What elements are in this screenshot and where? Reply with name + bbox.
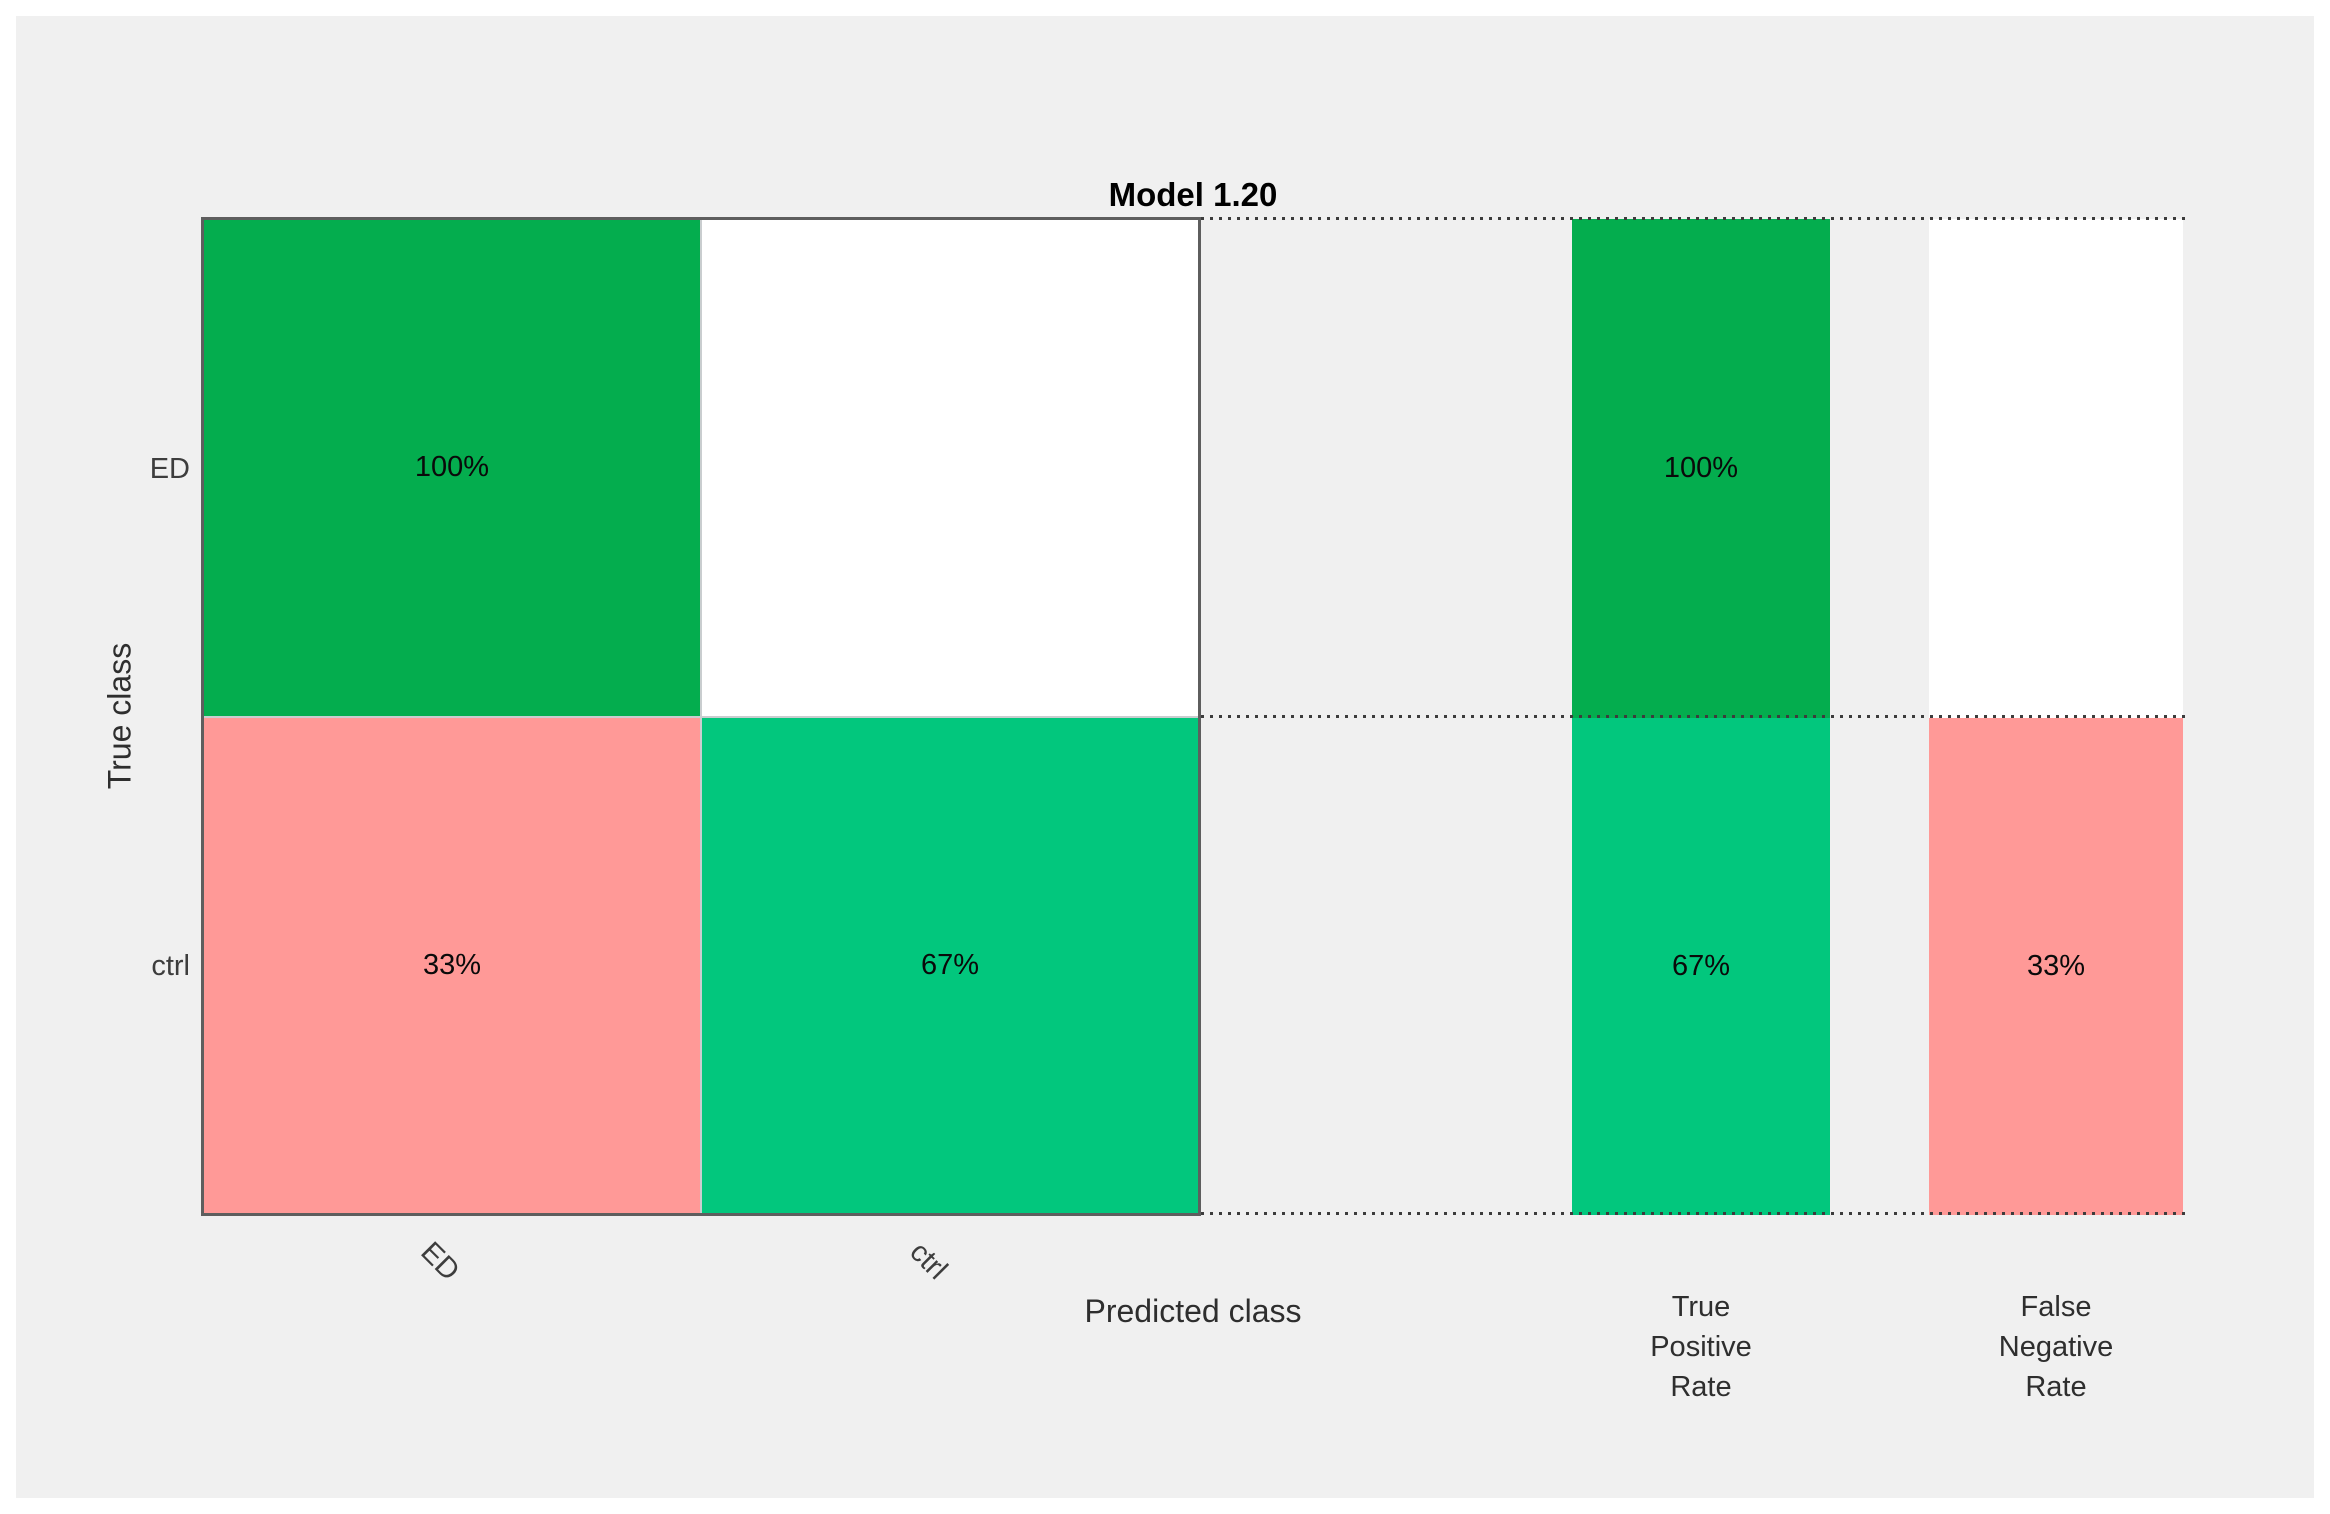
fnr-label-line3: Rate: [2025, 1371, 2087, 1403]
cell-ed-ctrl: [702, 220, 1198, 716]
x-axis-label: Predicted class: [1084, 1293, 1302, 1329]
tpr-column: 100% 67%: [1572, 219, 1830, 1215]
row-divider-top: [1201, 217, 2185, 220]
y-axis-label: True class: [101, 642, 138, 790]
fnr-cell-ed: [1929, 219, 2183, 718]
tpr-label-line3: Rate: [1670, 1371, 1732, 1403]
fnr-label-line2: Negative: [1998, 1331, 2114, 1363]
tpr-label-line1: True: [1671, 1291, 1731, 1323]
ytick-ctrl: ctrl: [151, 950, 190, 982]
tpr-cell-ed: 100%: [1572, 219, 1830, 718]
cell-ctrl-ctrl: 67%: [702, 717, 1198, 1213]
fnr-label-line1: False: [2020, 1291, 2092, 1323]
tpr-column-label: True Positive Rate: [1572, 1287, 1830, 1407]
cell-ctrl-ed: 33%: [204, 717, 700, 1213]
ytick-ed: ED: [149, 453, 190, 485]
fnr-cell-ctrl: 33%: [1929, 718, 2183, 1215]
tpr-label-line2: Positive: [1650, 1331, 1752, 1363]
fnr-column-label: False Negative Rate: [1929, 1287, 2183, 1407]
tpr-cell-ctrl: 67%: [1572, 718, 1830, 1215]
row-divider-bottom: [1201, 1212, 2185, 1215]
fnr-column: 33%: [1929, 219, 2183, 1215]
chart-title: Model 1.20: [1108, 176, 1278, 213]
cell-ed-ed: 100%: [204, 220, 700, 716]
row-divider-middle: [1201, 715, 2185, 718]
confusion-matrix: 100% 33% 67%: [201, 217, 1201, 1216]
